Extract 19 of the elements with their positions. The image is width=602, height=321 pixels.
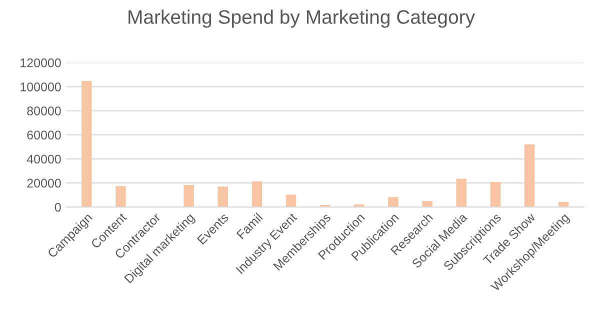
bar [422,201,432,208]
y-tick-label: 0 [54,202,61,212]
bar [82,81,92,208]
bar [456,178,466,208]
bar [184,185,194,208]
y-tick-label: 80000 [27,106,61,116]
y-tick-label: 40000 [26,154,61,164]
bar [252,181,262,208]
bar [388,197,398,208]
bar [116,186,126,208]
y-tick-label: 20000 [27,178,61,188]
y-tick-label: 60000 [27,130,61,140]
bar [218,186,228,208]
bar [524,144,535,208]
bar [490,182,500,208]
bar [286,194,296,208]
y-tick-label: 120000 [20,58,61,68]
y-tick-label: 100000 [20,82,61,92]
chart-title: Marketing Spend by Marketing Category [128,10,475,28]
